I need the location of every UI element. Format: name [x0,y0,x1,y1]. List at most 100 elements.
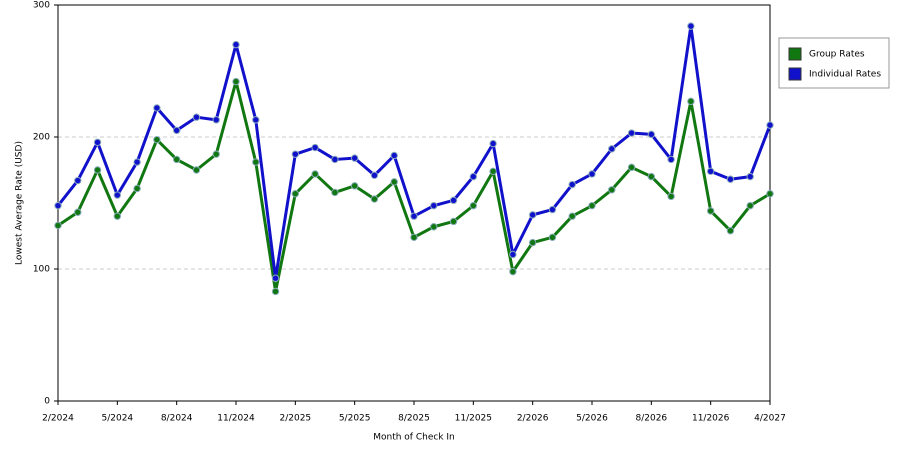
data-point [54,221,62,230]
legend-swatch [788,67,802,81]
data-point [489,139,497,148]
data-point [667,155,675,164]
data-point [528,211,537,219]
data-point [350,154,359,162]
data-point [212,150,220,158]
data-point [509,267,517,276]
y-tick-label: 0 [44,397,50,407]
x-tick-label: 8/2025 [398,414,430,424]
data-point [113,212,122,220]
data-point [252,116,260,124]
data-point [647,130,656,139]
legend-label: Group Rates [809,50,865,60]
data-point [192,113,201,121]
data-point [153,104,161,112]
data-point [469,172,478,181]
data-point [430,201,438,210]
x-tick-label: 11/2024 [217,414,255,424]
data-point [54,201,62,210]
data-point [291,150,300,158]
data-point [608,186,616,194]
y-tick-label: 300 [33,1,50,11]
data-point [588,170,596,178]
data-point [430,223,438,231]
data-point [766,121,774,129]
x-tick-label: 5/2024 [101,414,133,424]
data-point [311,170,319,178]
data-point [726,227,735,235]
data-point [726,175,735,183]
data-point [568,212,576,220]
data-point [647,172,656,181]
data-point [608,145,616,153]
data-point [331,188,339,197]
data-point [74,176,82,185]
data-point [449,196,458,205]
data-point [706,167,715,176]
data-point [133,184,141,193]
data-point [172,155,181,164]
data-point [331,155,339,164]
data-point [449,217,458,226]
data-point [232,77,240,86]
data-point [627,163,636,172]
data-point [232,40,240,49]
data-point [93,166,102,174]
x-tick-label: 2/2025 [279,414,311,424]
data-point [687,22,695,30]
data-point [93,138,102,146]
y-tick-label: 200 [33,133,50,143]
plot-frame [57,4,771,402]
data-point [252,158,260,166]
x-tick-label: 4/2027 [754,414,786,424]
data-point [746,201,754,210]
data-point [627,129,636,137]
x-tick-label: 11/2025 [455,414,492,424]
data-point [271,274,280,282]
data-point [390,151,398,160]
data-point [390,178,398,186]
data-point [192,166,201,174]
data-point [528,238,537,247]
data-point [212,116,220,124]
data-point [410,233,418,242]
data-point [548,205,557,214]
data-point [548,233,557,242]
data-point [766,190,774,198]
data-point [133,158,141,166]
data-point [469,201,478,210]
data-point [271,287,280,296]
series-line [57,80,771,293]
data-point [588,201,596,210]
x-tick-label: 8/2024 [161,414,193,424]
x-tick-label: 5/2025 [339,414,371,424]
data-point [74,208,82,216]
data-point [667,192,675,201]
data-point [113,191,122,199]
data-point [172,126,181,135]
data-point [350,182,359,190]
data-point [311,143,319,152]
y-axis-label: Lowest Average Rate (USD) [15,141,25,265]
legend-swatch [788,47,802,61]
data-point [370,195,379,203]
data-point [291,190,300,198]
data-point [568,180,576,189]
x-tick-label: 8/2026 [635,414,667,424]
x-tick-label: 2/2026 [517,414,549,424]
data-point [706,207,715,215]
x-tick-label: 5/2026 [576,414,608,424]
data-point [410,212,418,220]
data-point [153,135,161,144]
x-tick-label: 2/2024 [42,414,74,424]
data-point [509,250,517,259]
y-tick-label: 100 [33,265,50,275]
data-point [370,171,379,179]
x-tick-label: 11/2026 [692,414,730,424]
legend-label: Individual Rates [809,70,881,80]
data-point [489,167,497,176]
x-axis-label: Month of Check In [373,433,455,443]
data-point [746,172,754,181]
data-point [687,97,695,106]
